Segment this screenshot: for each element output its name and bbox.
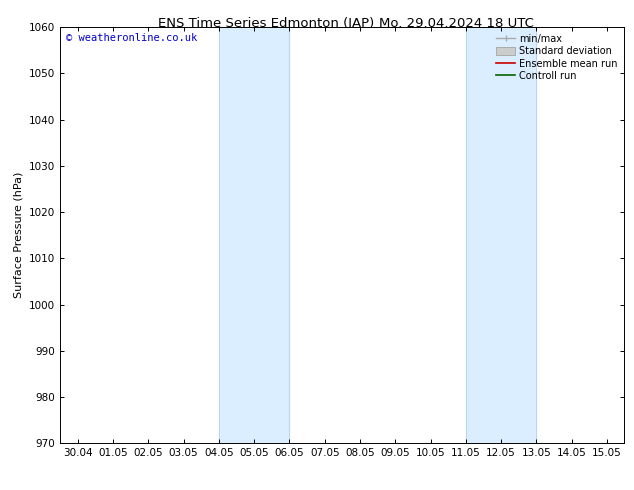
Text: © weatheronline.co.uk: © weatheronline.co.uk xyxy=(66,33,197,43)
Text: Mo. 29.04.2024 18 UTC: Mo. 29.04.2024 18 UTC xyxy=(379,17,534,30)
Bar xyxy=(219,27,290,443)
Bar xyxy=(466,27,536,443)
Legend: min/max, Standard deviation, Ensemble mean run, Controll run: min/max, Standard deviation, Ensemble me… xyxy=(494,32,619,83)
Text: ENS Time Series Edmonton (IAP): ENS Time Series Edmonton (IAP) xyxy=(158,17,375,30)
Y-axis label: Surface Pressure (hPa): Surface Pressure (hPa) xyxy=(13,172,23,298)
